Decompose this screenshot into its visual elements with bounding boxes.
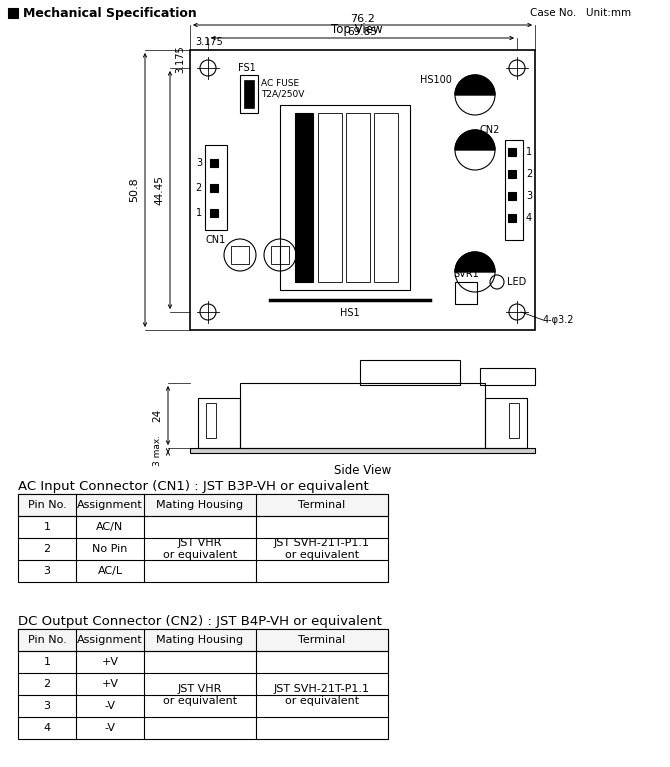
- Text: Case No.   Unit:mm: Case No. Unit:mm: [530, 8, 631, 18]
- Text: 1: 1: [196, 208, 202, 218]
- Text: 69.85: 69.85: [348, 27, 377, 37]
- Bar: [271, 246, 289, 264]
- Text: Assignment: Assignment: [77, 635, 143, 645]
- Text: AC Input Connector (CN1) : JST B3P-VH or equivalent: AC Input Connector (CN1) : JST B3P-VH or…: [18, 480, 368, 493]
- Text: Assignment: Assignment: [77, 500, 143, 510]
- Text: Mating Housing: Mating Housing: [156, 635, 244, 645]
- Text: Top View: Top View: [331, 24, 383, 37]
- Text: -V: -V: [105, 723, 115, 733]
- Text: DC Output Connector (CN2) : JST B4P-VH or equivalent: DC Output Connector (CN2) : JST B4P-VH o…: [18, 615, 382, 628]
- Text: AC/N: AC/N: [96, 522, 124, 532]
- Text: Mechanical Specification: Mechanical Specification: [23, 7, 197, 20]
- Bar: [244, 80, 254, 108]
- Bar: [360, 360, 460, 385]
- Text: Terminal: Terminal: [298, 500, 346, 510]
- Bar: [485, 398, 527, 448]
- Bar: [346, 113, 370, 282]
- Bar: [18, 629, 388, 739]
- Text: -V: -V: [105, 701, 115, 711]
- Text: JST VHR
or equivalent: JST VHR or equivalent: [163, 684, 237, 706]
- Text: JST SVH-21T-P1.1
or equivalent: JST SVH-21T-P1.1 or equivalent: [274, 684, 370, 706]
- Text: Pin No.: Pin No.: [27, 635, 66, 645]
- Text: SVR1: SVR1: [453, 269, 479, 279]
- Bar: [210, 209, 218, 217]
- Text: AC FUSE
T2A/250V: AC FUSE T2A/250V: [261, 79, 304, 98]
- Text: 76.2: 76.2: [350, 14, 375, 24]
- Bar: [480, 368, 535, 385]
- Text: HS100: HS100: [420, 75, 452, 85]
- Text: 3: 3: [44, 701, 50, 711]
- Text: +V: +V: [101, 657, 119, 667]
- Bar: [205, 145, 227, 230]
- Text: FS1: FS1: [238, 63, 256, 73]
- Text: 44.45: 44.45: [154, 175, 164, 205]
- Text: 4: 4: [44, 723, 50, 733]
- Text: 3: 3: [526, 191, 532, 201]
- Bar: [198, 398, 240, 448]
- Text: 3 max.: 3 max.: [153, 435, 162, 466]
- Text: No Pin: No Pin: [92, 544, 128, 554]
- Bar: [374, 113, 398, 282]
- Bar: [240, 75, 258, 113]
- Text: HS1: HS1: [340, 308, 360, 318]
- Bar: [210, 184, 218, 192]
- Text: 24: 24: [152, 409, 162, 422]
- Text: 2: 2: [196, 183, 202, 193]
- Bar: [505, 140, 523, 240]
- Bar: [508, 148, 516, 156]
- Text: 1: 1: [44, 522, 50, 532]
- Text: +V: +V: [101, 679, 119, 689]
- Bar: [240, 383, 485, 448]
- Bar: [295, 113, 313, 282]
- Bar: [18, 494, 388, 582]
- Text: 4-φ3.2: 4-φ3.2: [543, 315, 574, 325]
- Text: 3: 3: [44, 566, 50, 576]
- Text: Terminal: Terminal: [298, 635, 346, 645]
- Bar: [508, 214, 516, 222]
- Text: LED: LED: [507, 277, 526, 287]
- Bar: [190, 448, 535, 453]
- Bar: [8, 8, 18, 18]
- Polygon shape: [455, 130, 495, 150]
- Text: JST SVH-21T-P1.1
or equivalent: JST SVH-21T-P1.1 or equivalent: [274, 538, 370, 560]
- Text: Pin No.: Pin No.: [27, 500, 66, 510]
- Bar: [318, 113, 342, 282]
- Text: JST VHR
or equivalent: JST VHR or equivalent: [163, 538, 237, 560]
- Bar: [210, 159, 218, 167]
- Text: 1: 1: [526, 147, 532, 157]
- Text: 3.175: 3.175: [195, 37, 222, 47]
- Text: 4: 4: [526, 213, 532, 223]
- Polygon shape: [455, 252, 495, 272]
- Text: 3.175: 3.175: [175, 45, 185, 73]
- Bar: [508, 170, 516, 178]
- Text: 1: 1: [44, 657, 50, 667]
- Bar: [18, 629, 388, 651]
- Text: CN2: CN2: [480, 125, 500, 135]
- Text: 50.8: 50.8: [129, 178, 139, 202]
- Text: AC/L: AC/L: [97, 566, 123, 576]
- Bar: [206, 403, 216, 438]
- Text: CN1: CN1: [206, 235, 226, 245]
- Bar: [508, 192, 516, 200]
- Bar: [18, 494, 388, 516]
- Bar: [455, 282, 477, 304]
- Bar: [190, 50, 535, 330]
- Text: Mating Housing: Mating Housing: [156, 500, 244, 510]
- Text: 2: 2: [44, 679, 50, 689]
- Text: Side View: Side View: [334, 465, 391, 478]
- Bar: [231, 246, 249, 264]
- Text: 2: 2: [44, 544, 50, 554]
- Bar: [509, 403, 519, 438]
- Text: 3: 3: [196, 158, 202, 168]
- Polygon shape: [455, 75, 495, 95]
- Bar: [280, 105, 410, 290]
- Text: 2: 2: [526, 169, 532, 179]
